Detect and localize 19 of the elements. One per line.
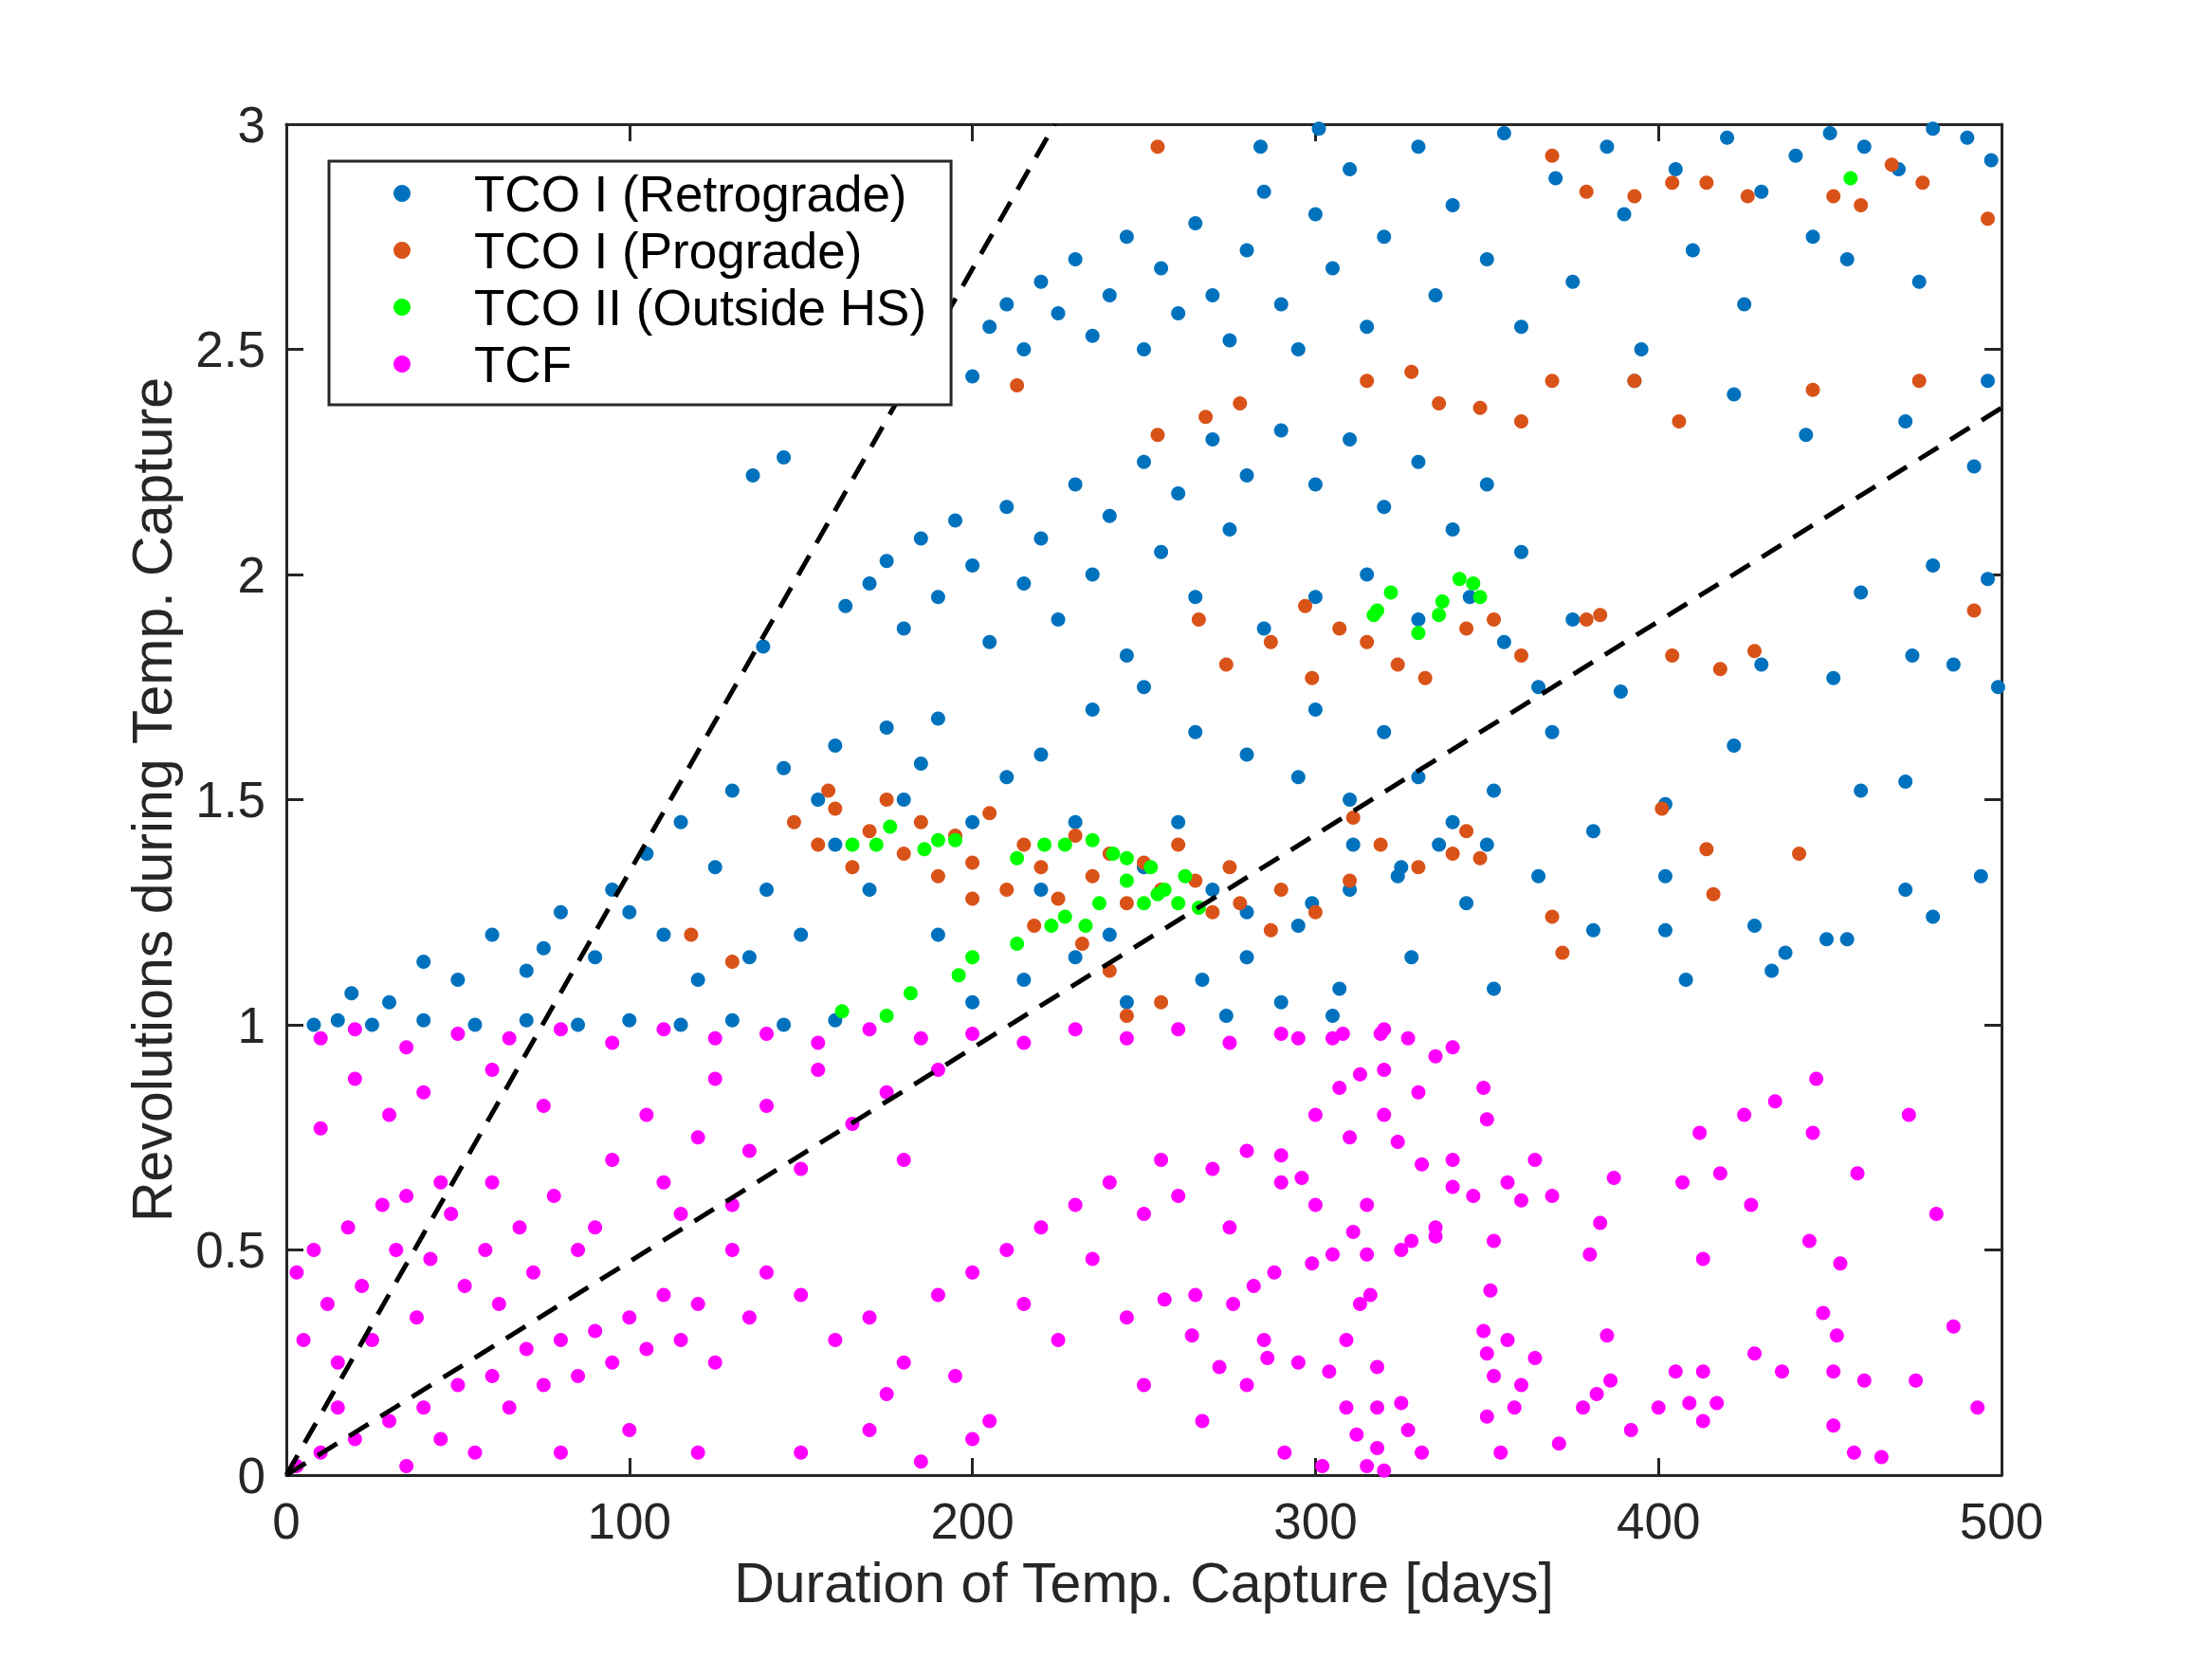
x-axis-title: Duration of Temp. Capture [days]: [734, 1551, 1554, 1614]
y-tick-label: 0: [237, 1447, 265, 1504]
legend-label: TCO II (Outside HS): [474, 279, 927, 336]
y-tick-label: 0.5: [195, 1222, 265, 1278]
x-tick-label: 200: [930, 1493, 1015, 1549]
y-axis-title: Revolutions during Temp. Capture: [120, 377, 184, 1222]
legend-label: TCO I (Prograde): [474, 222, 863, 279]
legend-label: TCF: [474, 336, 573, 392]
x-tick-label: 500: [1959, 1493, 2044, 1549]
x-tick-label: 300: [1273, 1493, 1358, 1549]
legend-label: TCO I (Retrograde): [474, 165, 907, 222]
y-tick-label: 1: [237, 996, 265, 1053]
x-tick-label: 400: [1616, 1493, 1701, 1549]
y-tick-label: 3: [237, 96, 265, 153]
y-tick-label: 2: [237, 546, 265, 603]
x-tick-label: 0: [272, 1493, 301, 1549]
y-tick-label: 2.5: [195, 321, 265, 377]
y-tick-label: 1.5: [195, 772, 265, 828]
x-tick-label: 100: [587, 1493, 672, 1549]
